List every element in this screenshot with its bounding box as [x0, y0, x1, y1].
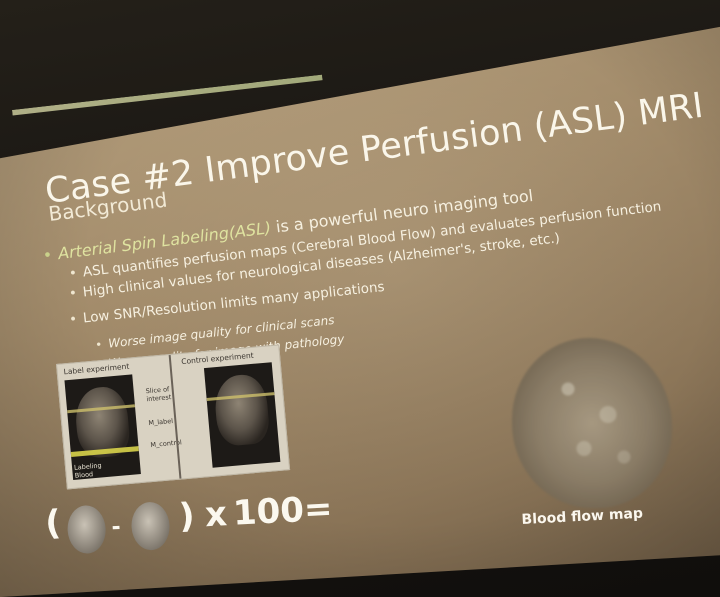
asl-diagram: Label experiment Control experiment Slic…	[56, 344, 291, 490]
bullet-icon: •	[68, 311, 78, 328]
close-paren: )	[178, 495, 196, 537]
control-brain-thumbnail	[130, 501, 171, 552]
bullet-icon: •	[68, 265, 78, 282]
blood-caption: Blood	[74, 470, 94, 480]
blood-flow-map-image	[512, 338, 672, 508]
label-brain-thumbnail	[66, 504, 107, 555]
head-scan	[212, 372, 271, 448]
multiplier-result: 100=	[231, 488, 334, 534]
label-experiment-caption: Label experiment	[63, 361, 130, 377]
interest-label: interest	[146, 393, 172, 404]
times-sign: x	[203, 494, 228, 536]
bullet-icon: •	[94, 337, 104, 352]
control-mri-image	[203, 362, 281, 468]
open-paren: (	[44, 502, 62, 544]
minus-sign: -	[110, 514, 122, 541]
bullet-icon: •	[68, 285, 78, 302]
bullet-icon: •	[41, 244, 54, 265]
m-label: M_label	[148, 417, 174, 428]
